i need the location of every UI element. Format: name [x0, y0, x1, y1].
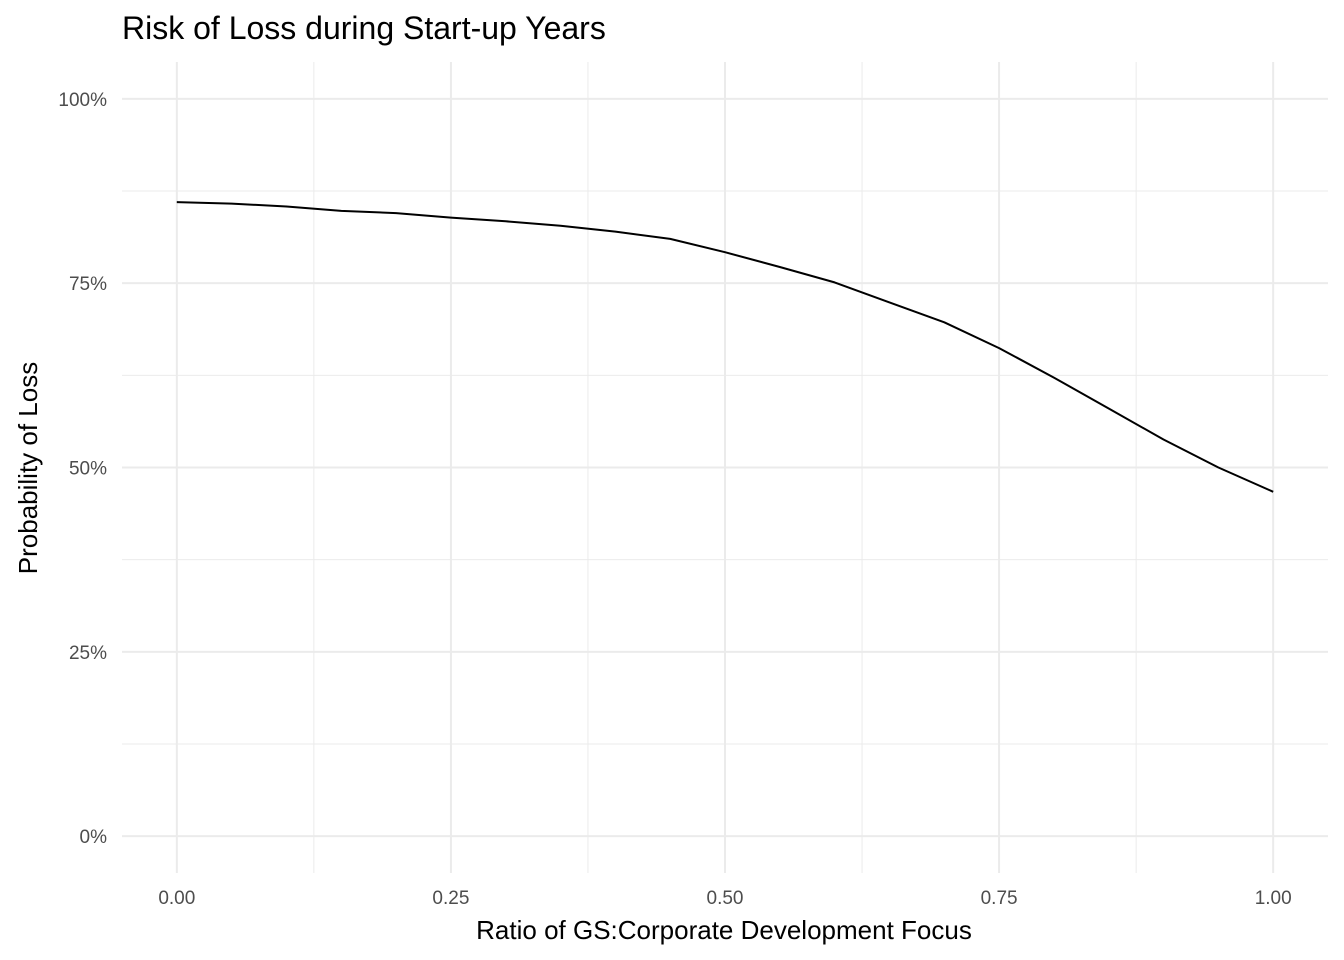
y-tick-label: 75%	[69, 274, 107, 295]
series-group	[176, 201, 1274, 493]
y-tick-label: 50%	[69, 459, 107, 480]
y-tick-label: 0%	[80, 827, 108, 848]
x-tick-label: 0.25	[432, 888, 469, 909]
grid-major-lines	[122, 62, 1328, 873]
x-axis-title: Ratio of GS:Corporate Development Focus	[476, 915, 972, 945]
y-axis-title: Probability of Loss	[13, 362, 43, 574]
y-tick-labels: 0% 25% 50% 75% 100%	[58, 90, 107, 848]
y-tick-label: 25%	[69, 643, 107, 664]
x-tick-label: 0.00	[158, 888, 195, 909]
series-line	[176, 201, 1274, 493]
x-tick-label: 0.50	[707, 888, 744, 909]
x-tick-labels: 0.00 0.25 0.50 0.75 1.00	[158, 888, 1291, 909]
chart-title: Risk of Loss during Start-up Years	[122, 10, 606, 46]
x-tick-label: 1.00	[1255, 888, 1292, 909]
x-tick-label: 0.75	[981, 888, 1018, 909]
y-tick-label: 100%	[58, 90, 107, 111]
